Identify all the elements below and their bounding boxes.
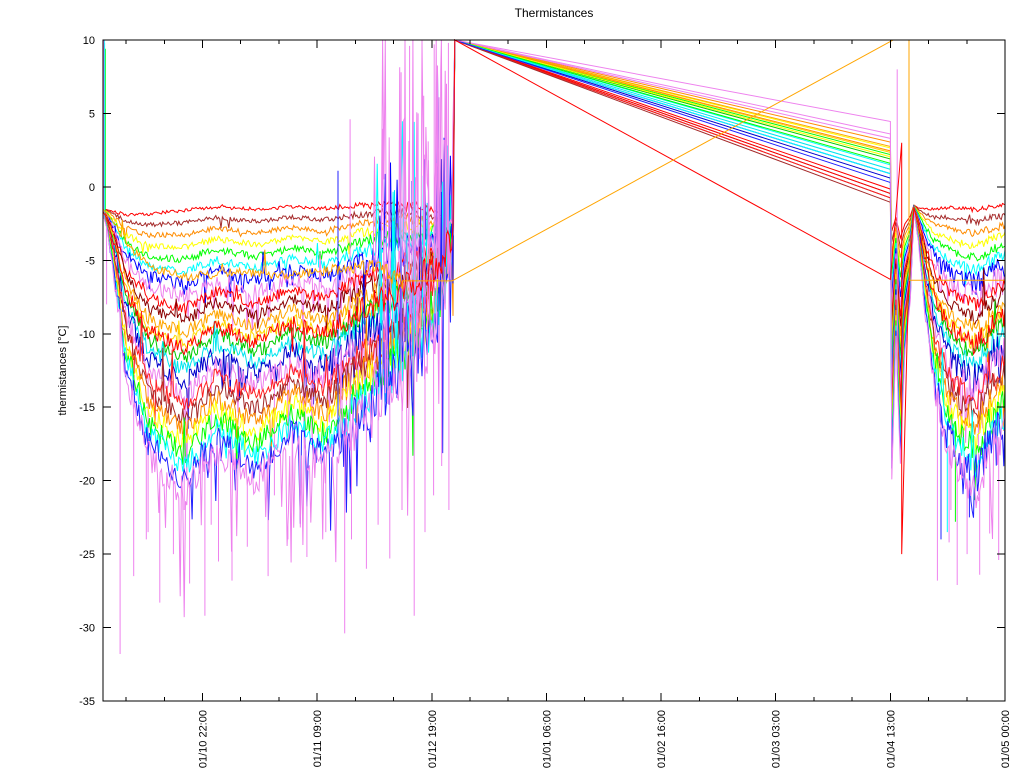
- y-tick-label: -35: [79, 696, 95, 708]
- y-axis-label: thermistances [°C]: [57, 326, 69, 416]
- y-tick-label: -25: [79, 549, 95, 561]
- chart-title: Thermistances: [515, 6, 594, 20]
- series-line-24: [102, 39, 1006, 555]
- x-tick-label: 01/01 06:00: [541, 710, 553, 768]
- y-tick-label: -15: [79, 402, 95, 414]
- series-line-4: [102, 39, 1006, 278]
- x-tick-label: 01/11 09:00: [312, 710, 324, 767]
- series-line-1: [102, 39, 1006, 249]
- x-tick-label: 01/12 19:00: [427, 710, 439, 768]
- series-line-15: [102, 39, 1006, 533]
- series-line-11: [102, 39, 1006, 351]
- series-line-23: [102, 39, 1006, 654]
- series-line-8: [102, 39, 1006, 318]
- y-tick-label: 5: [89, 108, 95, 120]
- series-line-0: [102, 39, 1006, 240]
- y-tick-label: -10: [79, 329, 95, 341]
- series-line-16: [102, 39, 1006, 427]
- x-tick-label: 01/10 22:00: [197, 710, 209, 768]
- series-line-3: [102, 39, 1006, 268]
- series-line-21: [102, 39, 1006, 533]
- y-tick-label: 0: [89, 182, 95, 194]
- series-line-6: [102, 39, 1006, 307]
- y-tick-label: -30: [79, 623, 95, 635]
- series-line-19: [102, 39, 1006, 455]
- series-line-17: [102, 39, 1006, 425]
- y-tick-label: -5: [85, 255, 95, 267]
- x-tick-label: 01/05 00:00: [1000, 710, 1012, 768]
- series-line-25: [102, 39, 1005, 290]
- x-tick-label: 01/02 16:00: [656, 710, 668, 768]
- series-line-9: [102, 39, 1006, 335]
- y-tick-label: 10: [83, 35, 95, 47]
- series-line-14: [102, 39, 1006, 429]
- y-tick-label: -20: [79, 476, 95, 488]
- plot-border: [102, 39, 1006, 702]
- series-line-20: [102, 39, 1006, 522]
- x-tick-label: 01/04 13:00: [885, 710, 897, 768]
- series-line-7: [102, 39, 1006, 332]
- x-tick-label: 01/03 03:00: [771, 710, 783, 768]
- series-line-2: [102, 39, 1006, 258]
